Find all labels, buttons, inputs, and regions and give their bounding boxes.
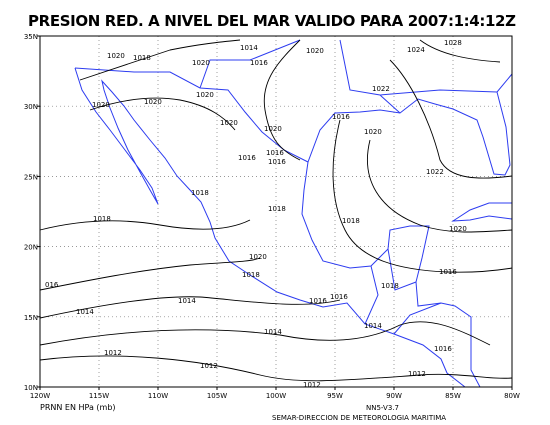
contour-label: 1018 [242,271,260,279]
contour-label: 016 [45,281,59,289]
contour-label: 1020 [107,52,125,60]
contour-label: 1016 [268,158,286,166]
contour-label: 1018 [342,217,360,225]
y-axis-label: 15N [24,314,38,322]
x-axis-label: 95W [327,392,343,400]
border [199,39,498,114]
contour-label: 1014 [364,322,382,330]
contour-label: 1018 [133,54,151,62]
axis-labels: 120W 115W 110W 105W 100W 95W 90W 85W 80W 35N 30N 25… [24,33,520,400]
contour-label: 1018 [381,282,399,290]
contour-label: 1012 [303,381,321,389]
isobar [39,296,341,319]
contour-label: 1016 [330,293,348,301]
border [364,248,442,335]
x-axis-label: 115W [89,392,109,400]
isobar [419,39,501,63]
version-label: NN5-V3.7 [366,404,399,412]
isobar [332,119,513,273]
contour-label: 1014 [178,297,196,305]
contour-label: 1016 [309,297,327,305]
x-axis-label: 100W [266,392,286,400]
contour-label: 1016 [332,113,350,121]
contour-label: 1012 [104,349,122,357]
contour-label: 1016 [250,59,268,67]
contour-label: 1020 [264,125,282,133]
y-axis-label: 25N [24,173,38,181]
isobar [39,321,491,346]
contour-label: 1020 [92,101,110,109]
contour-label: 1020 [306,47,324,55]
x-axis-label: 80W [504,392,520,400]
contour-label: 1014 [264,328,282,336]
isobar [389,59,513,179]
contour-label: 1012 [408,370,426,378]
contour-label: 1018 [93,215,111,223]
isobar [79,39,241,81]
isobar [89,97,236,131]
x-axis-label: 120W [30,392,50,400]
contour-label: 1018 [191,189,209,197]
contour-label: 1020 [192,59,210,67]
border [74,67,309,163]
isobar [39,257,261,291]
agency-label: SEMAR-DIRECCION DE METEOROLOGIA MARITIMA [272,414,446,422]
contour-label: 1020 [220,119,238,127]
contour-label: 1016 [266,149,284,157]
contour-label: 1014 [240,44,258,52]
y-axis-label: 20N [24,244,38,252]
contour-label: 1022 [426,168,444,176]
contour-label: 1016 [439,268,457,276]
y-axis-label: 10N [24,384,38,392]
x-axis-label: 105W [207,392,227,400]
title: PRESION RED. A NIVEL DEL MAR VALIDO PARA… [28,12,516,30]
y-axis-label: 30N [24,103,38,111]
contour-label: 1018 [268,205,286,213]
contour-label: 1028 [444,39,462,47]
contour-label: 1020 [196,91,214,99]
contour-label: 1016 [434,345,452,353]
y-axis-label: 35N [24,33,38,41]
contour-labels: 1020 1018 1020 1014 1016 1020 1024 1028 … [45,39,467,389]
isobar [263,39,301,161]
isobar [39,219,251,231]
x-axis-label: 110W [148,392,168,400]
contour-label: 1024 [407,46,425,54]
x-axis-label: 90W [386,392,402,400]
contour-label: 1012 [200,362,218,370]
contour-label: 1020 [449,225,467,233]
coastlines [74,39,513,388]
coastline [301,73,513,388]
contour-label: 1020 [144,98,162,106]
isobar [39,355,513,382]
units-label: PRNN EN HPa (mb) [40,403,116,412]
contour-label: 1020 [249,253,267,261]
contour-label: 1016 [238,154,256,162]
contour-label: 1022 [372,85,390,93]
isobars [39,39,513,382]
coastline [74,67,466,388]
contour-label: 1020 [364,128,382,136]
x-axis-label: 85W [445,392,461,400]
contour-label: 1014 [76,308,94,316]
isobar [367,139,513,233]
